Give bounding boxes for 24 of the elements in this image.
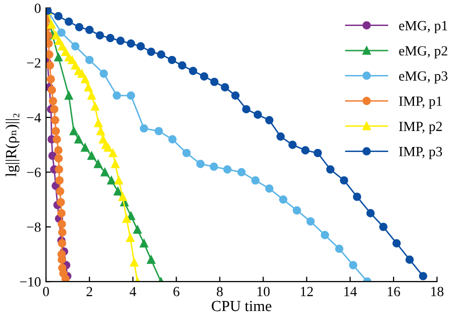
- y-tick-label: −6: [27, 168, 41, 178]
- legend-label: eMG, p2: [399, 46, 448, 58]
- y-axis-title: lg||R(ρₙ)||₂: [6, 114, 20, 177]
- x-tick-label: 12: [300, 286, 313, 296]
- x-tick-label: 16: [388, 286, 400, 296]
- y-tick-label: −10: [20, 277, 41, 287]
- x-tick-label: 18: [431, 286, 444, 296]
- x-axis-title: CPU time: [212, 300, 272, 312]
- x-tick-label: 4: [130, 286, 136, 296]
- y-tick-label: 0: [34, 4, 41, 13]
- legend-label: eMG, p1: [399, 21, 448, 34]
- legend-label: eMG, p3: [399, 71, 448, 84]
- x-tick-label: 14: [344, 286, 357, 296]
- legend-label: IMP, p1: [399, 96, 442, 109]
- x-tick-label: 6: [173, 286, 180, 296]
- y-tick-label: −4: [27, 113, 41, 122]
- legend-label: IMP, p2: [399, 122, 442, 134]
- y-tick-label: −2: [27, 58, 40, 68]
- y-tick-label: −8: [27, 222, 41, 232]
- legend-label: IMP, p3: [399, 146, 442, 160]
- x-tick-label: 10: [258, 286, 270, 296]
- x-tick-label: 8: [216, 286, 223, 296]
- x-tick-label: 0: [43, 286, 49, 296]
- x-tick-label: 2: [86, 286, 92, 296]
